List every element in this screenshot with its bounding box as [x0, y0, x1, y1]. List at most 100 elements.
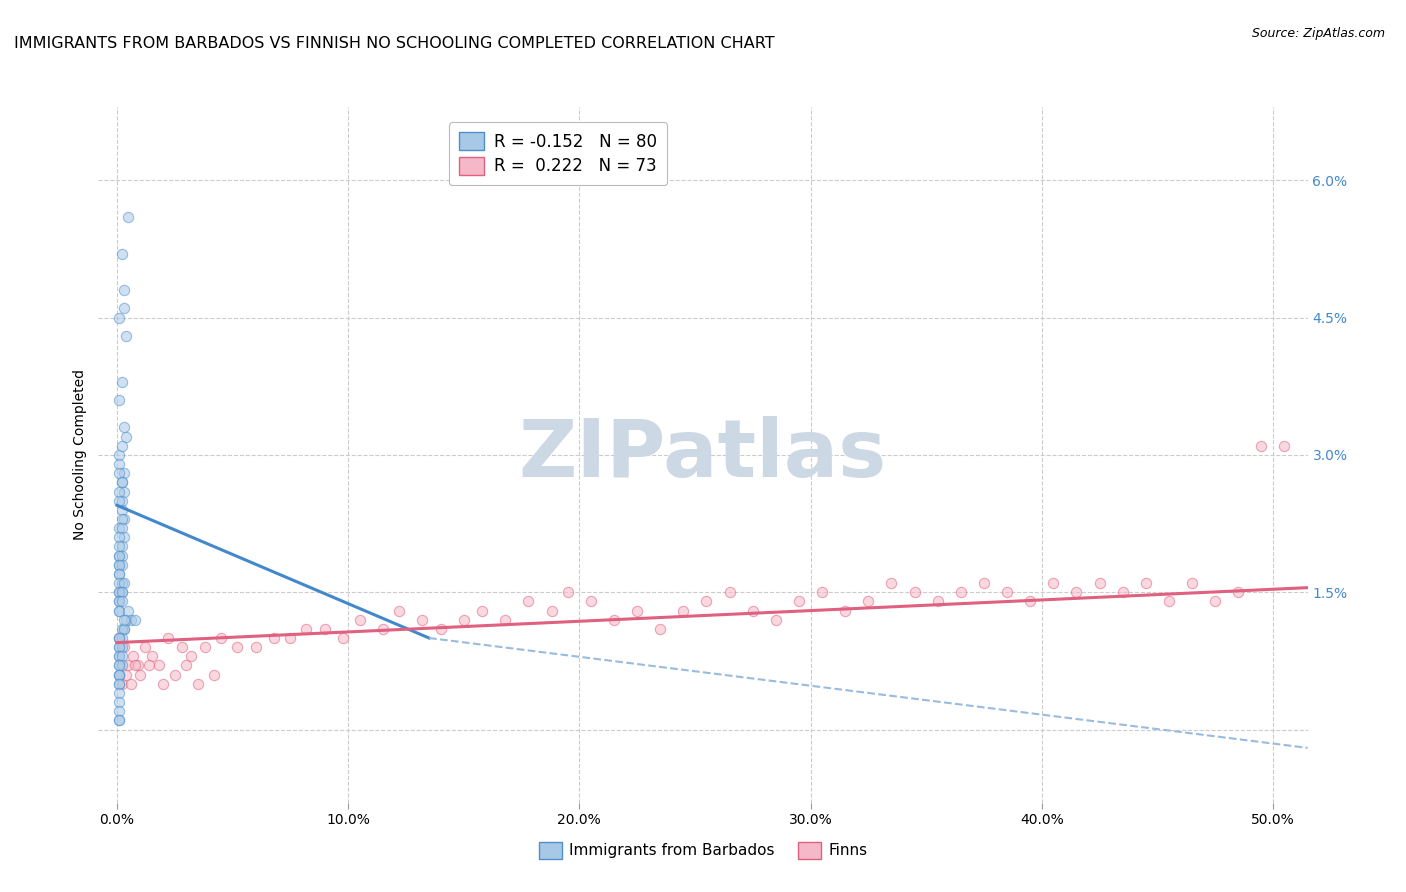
- Point: [115, 329, 138, 343]
- Point: [1066, 585, 1088, 599]
- Point: [110, 475, 132, 490]
- Point: [180, 649, 202, 664]
- Point: [110, 576, 132, 591]
- Point: [110, 503, 132, 517]
- Point: [603, 613, 626, 627]
- Point: [108, 695, 131, 709]
- Point: [1042, 576, 1064, 591]
- Legend: Immigrants from Barbados, Finns: Immigrants from Barbados, Finns: [533, 836, 873, 864]
- Point: [110, 540, 132, 554]
- Point: [115, 429, 138, 443]
- Point: [112, 283, 135, 297]
- Point: [122, 649, 145, 664]
- Point: [110, 512, 132, 526]
- Point: [110, 439, 132, 453]
- Point: [429, 622, 451, 636]
- Point: [1111, 585, 1133, 599]
- Point: [1157, 594, 1180, 608]
- Point: [124, 658, 146, 673]
- Point: [108, 493, 131, 508]
- Point: [858, 594, 880, 608]
- Point: [108, 677, 131, 691]
- Point: [110, 585, 132, 599]
- Point: [108, 594, 131, 608]
- Point: [1250, 439, 1272, 453]
- Point: [332, 631, 354, 645]
- Point: [108, 566, 131, 581]
- Point: [112, 622, 135, 636]
- Point: [672, 603, 695, 617]
- Point: [108, 566, 131, 581]
- Point: [163, 667, 186, 681]
- Point: [108, 631, 131, 645]
- Point: [112, 484, 135, 499]
- Point: [112, 622, 135, 636]
- Point: [148, 658, 170, 673]
- Point: [115, 613, 138, 627]
- Point: [371, 622, 394, 636]
- Point: [1274, 439, 1296, 453]
- Point: [927, 594, 949, 608]
- Point: [110, 493, 132, 508]
- Point: [110, 640, 132, 655]
- Point: [108, 704, 131, 718]
- Point: [278, 631, 301, 645]
- Point: [787, 594, 810, 608]
- Point: [141, 649, 163, 664]
- Point: [110, 594, 132, 608]
- Point: [112, 530, 135, 544]
- Point: [741, 603, 763, 617]
- Point: [112, 301, 135, 316]
- Point: [110, 649, 132, 664]
- Point: [108, 310, 131, 325]
- Point: [388, 603, 411, 617]
- Point: [108, 549, 131, 563]
- Point: [108, 549, 131, 563]
- Point: [108, 457, 131, 471]
- Point: [557, 585, 579, 599]
- Point: [127, 658, 149, 673]
- Y-axis label: No Schooling Completed: No Schooling Completed: [73, 369, 87, 541]
- Point: [108, 558, 131, 572]
- Point: [112, 576, 135, 591]
- Point: [765, 613, 787, 627]
- Point: [134, 640, 156, 655]
- Point: [108, 667, 131, 681]
- Point: [108, 714, 131, 728]
- Point: [110, 631, 132, 645]
- Point: [108, 558, 131, 572]
- Point: [108, 585, 131, 599]
- Point: [108, 530, 131, 544]
- Point: [110, 521, 132, 535]
- Point: [187, 677, 209, 691]
- Point: [579, 594, 602, 608]
- Point: [108, 594, 131, 608]
- Point: [517, 594, 540, 608]
- Point: [110, 549, 132, 563]
- Point: [695, 594, 717, 608]
- Point: [117, 603, 139, 617]
- Point: [108, 576, 131, 591]
- Point: [108, 521, 131, 535]
- Point: [112, 512, 135, 526]
- Point: [108, 649, 131, 664]
- Point: [108, 658, 131, 673]
- Point: [110, 375, 132, 389]
- Point: [1181, 576, 1204, 591]
- Point: [411, 613, 433, 627]
- Point: [110, 558, 132, 572]
- Point: [540, 603, 562, 617]
- Point: [903, 585, 925, 599]
- Point: [995, 585, 1018, 599]
- Point: [650, 622, 672, 636]
- Point: [1227, 585, 1250, 599]
- Point: [110, 677, 132, 691]
- Point: [108, 686, 131, 700]
- Point: [949, 585, 972, 599]
- Point: [1088, 576, 1111, 591]
- Point: [117, 658, 139, 673]
- Point: [209, 631, 232, 645]
- Point: [245, 640, 267, 655]
- Point: [110, 658, 132, 673]
- Point: [471, 603, 494, 617]
